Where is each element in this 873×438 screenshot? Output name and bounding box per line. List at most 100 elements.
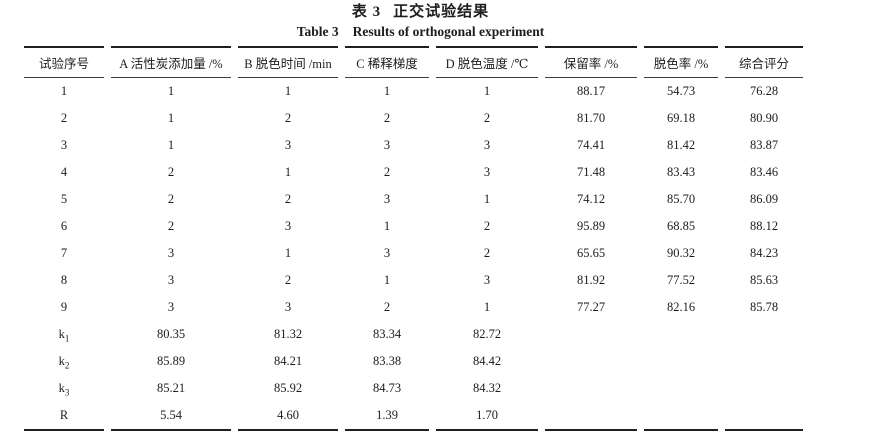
table-number-en: Table 3 bbox=[296, 24, 339, 39]
data-cell: 81.32 bbox=[273, 327, 303, 341]
row-label: 3 bbox=[24, 132, 104, 159]
data-cell: 1 bbox=[167, 111, 175, 125]
row-label-text: R bbox=[59, 408, 69, 422]
row-label-text: 2 bbox=[60, 111, 68, 125]
data-cell: 77.52 bbox=[666, 273, 696, 287]
data-cell: 85.78 bbox=[749, 300, 779, 314]
data-cell: 88.12 bbox=[749, 219, 779, 233]
row-label: 1 bbox=[24, 78, 104, 105]
data-cell: 3 bbox=[284, 219, 292, 233]
data-cell: 3 bbox=[284, 138, 292, 152]
data-cell: 3 bbox=[167, 246, 175, 260]
row-label: k1 bbox=[24, 321, 104, 348]
row-label-subscript: 2 bbox=[64, 360, 70, 371]
data-cell bbox=[725, 402, 803, 431]
data-cell bbox=[644, 375, 718, 402]
data-cell bbox=[545, 402, 637, 431]
column-header: C 稀释梯度 bbox=[345, 46, 429, 78]
data-cell: 82.16 bbox=[666, 300, 696, 314]
column-header: 试验序号 bbox=[24, 46, 104, 78]
data-cell: 76.28 bbox=[749, 84, 779, 98]
data-cell: 3 bbox=[284, 300, 292, 314]
table-title-en: Table 3 Results of orthogonal experiment bbox=[24, 22, 817, 42]
data-cell: 1 bbox=[483, 300, 491, 314]
data-cell: 71.48 bbox=[576, 165, 606, 179]
row-label: 6 bbox=[24, 213, 104, 240]
data-cell: 82.72 bbox=[472, 327, 502, 341]
table-title-zh: 表 3 正交试验结果 bbox=[24, 2, 817, 22]
data-cell: 1 bbox=[383, 219, 391, 233]
data-cell: 2 bbox=[284, 192, 292, 206]
data-cell: 1 bbox=[483, 84, 491, 98]
data-cell: 1 bbox=[284, 246, 292, 260]
row-label-text: 8 bbox=[60, 273, 68, 287]
data-cell bbox=[725, 321, 803, 348]
data-cell: 3 bbox=[383, 138, 391, 152]
data-cell: 84.42 bbox=[472, 354, 502, 368]
data-cell bbox=[644, 348, 718, 375]
row-label-text: 7 bbox=[60, 246, 68, 260]
data-cell: 1.70 bbox=[436, 402, 538, 431]
data-cell: 1 bbox=[167, 84, 175, 98]
row-label: k3 bbox=[24, 375, 104, 402]
data-cell: 81.70 bbox=[576, 111, 606, 125]
data-cell: 2 bbox=[167, 192, 175, 206]
column-header: B 脱色时间 /min bbox=[238, 46, 338, 78]
data-cell: 65.65 bbox=[576, 246, 606, 260]
data-cell: 84.32 bbox=[472, 381, 502, 395]
data-cell: 3 bbox=[483, 138, 491, 152]
table-title-zh-text: 正交试验结果 bbox=[393, 4, 490, 20]
row-label: 7 bbox=[24, 240, 104, 267]
data-cell: 86.09 bbox=[749, 192, 779, 206]
data-cell: 1.39 bbox=[345, 402, 429, 431]
data-cell bbox=[545, 348, 637, 375]
data-cell: 85.21 bbox=[156, 381, 186, 395]
data-cell: 74.12 bbox=[576, 192, 606, 206]
data-cell: 2 bbox=[383, 300, 391, 314]
table-row: k2 85.89 84.21 83.38 84.42 bbox=[24, 348, 803, 375]
data-cell: 84.73 bbox=[372, 381, 402, 395]
data-cell: 3 bbox=[483, 273, 491, 287]
table-number-zh: 表 3 bbox=[351, 4, 382, 20]
table-row: 1 1 1 1 1 88.17 54.73 76.28 bbox=[24, 78, 803, 105]
data-cell bbox=[644, 402, 718, 431]
data-cell: 84.23 bbox=[749, 246, 779, 260]
column-header: D 脱色温度 /℃ bbox=[436, 46, 538, 78]
table-row: k1 80.35 81.32 83.34 82.72 bbox=[24, 321, 803, 348]
table-row: 8 3 2 1 3 81.92 77.52 85.63 bbox=[24, 267, 803, 294]
data-cell: 83.38 bbox=[372, 354, 402, 368]
data-cell: 84.21 bbox=[273, 354, 303, 368]
data-cell: 74.41 bbox=[576, 138, 606, 152]
row-label: k2 bbox=[24, 348, 104, 375]
data-cell: 3 bbox=[383, 192, 391, 206]
data-cell: 1 bbox=[383, 84, 391, 98]
data-cell: 85.89 bbox=[156, 354, 186, 368]
data-cell: 2 bbox=[483, 111, 491, 125]
data-cell: 3 bbox=[167, 273, 175, 287]
table-row: 3 1 3 3 3 74.41 81.42 83.87 bbox=[24, 132, 803, 159]
row-label: 4 bbox=[24, 159, 104, 186]
data-cell: 5.54 bbox=[111, 402, 231, 431]
table-row: 2 1 2 2 2 81.70 69.18 80.90 bbox=[24, 105, 803, 132]
row-label-text: 5 bbox=[60, 192, 68, 206]
data-cell: 2 bbox=[167, 219, 175, 233]
table-title-en-text: Results of orthogonal experiment bbox=[352, 24, 545, 39]
column-header: 保留率 /% bbox=[545, 46, 637, 78]
table-row: 9 3 3 2 1 77.27 82.16 85.78 bbox=[24, 294, 803, 321]
data-cell: 88.17 bbox=[576, 84, 606, 98]
table-row: 5 2 2 3 1 74.12 85.70 86.09 bbox=[24, 186, 803, 213]
data-cell: 2 bbox=[483, 246, 491, 260]
row-label-text: 4 bbox=[60, 165, 68, 179]
data-cell: 77.27 bbox=[576, 300, 606, 314]
data-cell: 85.63 bbox=[749, 273, 779, 287]
row-label-text: 1 bbox=[60, 84, 68, 98]
row-label-subscript: 1 bbox=[64, 333, 70, 344]
row-label-text: k bbox=[58, 327, 65, 341]
data-cell: 85.92 bbox=[273, 381, 303, 395]
row-label-text: k bbox=[58, 354, 65, 368]
row-label: R bbox=[24, 402, 104, 431]
column-header: A 活性炭添加量 /% bbox=[111, 46, 231, 78]
data-cell: 1 bbox=[284, 165, 292, 179]
data-cell: 54.73 bbox=[666, 84, 696, 98]
data-cell: 83.46 bbox=[749, 165, 779, 179]
